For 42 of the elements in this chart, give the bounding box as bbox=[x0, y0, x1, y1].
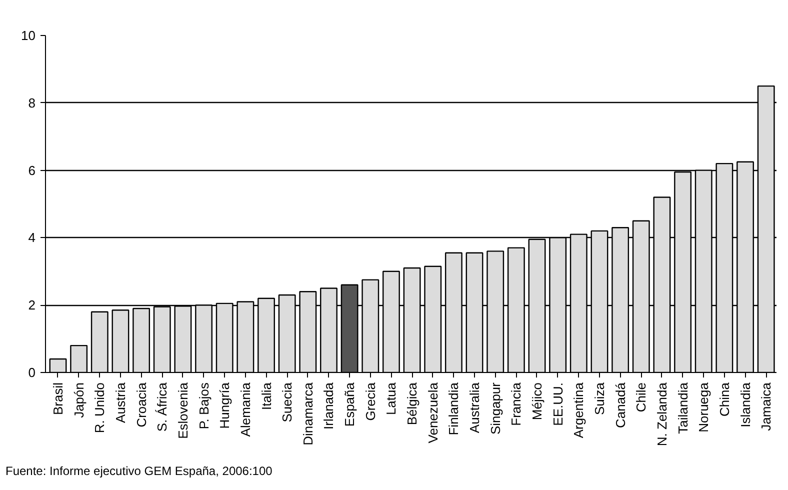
x-tick-label: Dinamarca bbox=[300, 382, 316, 446]
x-tick-label: Chile bbox=[634, 382, 649, 412]
x-tick-label: Austria bbox=[112, 382, 128, 423]
x-tick-label: S. África bbox=[154, 382, 170, 432]
x-tick-label: Italia bbox=[258, 382, 274, 410]
y-tick-label: 4 bbox=[28, 230, 36, 246]
source-note: Fuente: Informe ejecutivo GEM España, 2006:100 bbox=[6, 464, 273, 478]
x-tick-label: Grecia bbox=[362, 382, 378, 421]
x-tick-label: Tailandia bbox=[675, 382, 690, 434]
x-tick-label: EE.UU. bbox=[550, 382, 566, 426]
x-tick-label: Brasil bbox=[50, 382, 66, 416]
y-tick-label: 0 bbox=[28, 365, 36, 380]
x-tick-label: Jamaica bbox=[758, 382, 774, 431]
x-tick-label: Eslovenia bbox=[175, 382, 190, 439]
y-tick-label: 8 bbox=[28, 95, 36, 110]
y-tick-label: 2 bbox=[28, 298, 36, 313]
x-tick-label: Singapur bbox=[488, 382, 503, 435]
x-tick-label: España bbox=[342, 382, 358, 427]
x-tick-label: Japón bbox=[71, 382, 86, 418]
x-tick-label: Latua bbox=[384, 382, 399, 416]
x-tick-label: Suiza bbox=[592, 382, 607, 416]
x-tick-label: Noruega bbox=[696, 382, 712, 432]
x-tick-label: N. Zelanda bbox=[654, 382, 670, 446]
x-tick-label: Méjico bbox=[530, 382, 544, 420]
x-tick-label: P. Bajos bbox=[196, 382, 212, 430]
x-tick-label: R. Unido bbox=[92, 382, 108, 434]
x-tick-label: Venezuela bbox=[425, 382, 440, 444]
x-tick-label: Islandia bbox=[738, 382, 753, 428]
y-tick-label: 10 bbox=[21, 28, 36, 43]
x-tick-label: Canadá bbox=[612, 382, 628, 428]
x-tick-label: Croacia bbox=[134, 382, 149, 428]
x-tick-label: Irlanada bbox=[321, 382, 336, 430]
x-tick-label: Suecia bbox=[280, 382, 295, 422]
x-tick-label: Bélgica bbox=[404, 382, 420, 426]
y-tick-label: 6 bbox=[28, 162, 36, 178]
x-tick-label: China bbox=[716, 382, 732, 416]
x-tick-label: Hungría bbox=[217, 382, 232, 429]
x-tick-label: Australia bbox=[467, 382, 482, 434]
x-tick-label: Finlandia bbox=[446, 382, 462, 436]
x-tick-label: Alemania bbox=[238, 382, 253, 437]
x-tick-label: Francia bbox=[508, 382, 524, 426]
x-tick-label: Argentina bbox=[571, 382, 586, 438]
